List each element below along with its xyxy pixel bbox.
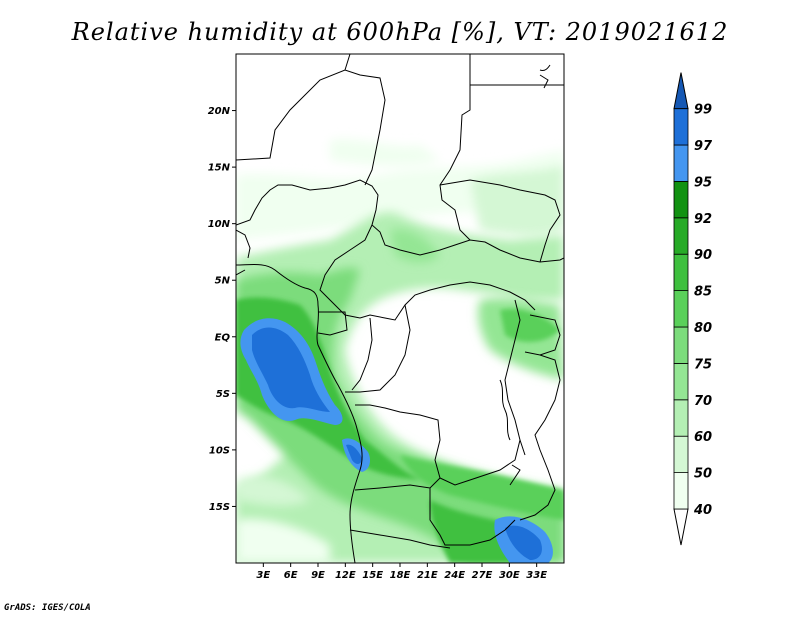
lat-label: 15N [208,163,231,174]
niger-border [236,69,386,186]
tanzania-border [519,354,561,521]
west-coast-fragment [236,229,251,276]
colorbar-box [673,217,689,255]
lon-label: 24E [444,570,465,581]
drc-west-border [345,304,411,393]
grads-credit: GrADS: IGES/COLA [4,603,91,613]
lon-label: 30E [499,570,520,581]
colorbar-box [673,472,689,510]
political-borders [236,54,564,563]
sudan-border [439,179,561,263]
lon-label: 9E [311,570,325,581]
lon-label: 12E [335,570,356,581]
lat-label: 5S [216,389,230,400]
colorbar-level-label: 97 [694,139,713,154]
colorbar-labels: 40 50 60 70 75 80 85 90 92 95 97 99 [693,103,713,518]
colorbar-level-label: 99 [694,103,712,118]
lon-label: 3E [256,570,270,581]
lat-label: EQ [215,332,231,343]
lon-label: 21E [417,570,438,581]
congo-border [351,317,373,391]
colorbar-box [673,253,689,291]
lat-label: 10N [208,219,231,230]
lon-label: 18E [390,570,411,581]
latitude-labels: 20N 15N 10N 5N EQ 5S 10S 15S [208,106,236,513]
drc-east-border [355,299,521,486]
namibia-border [349,529,451,549]
longitude-labels: 3E 6E 9E 12E 15E 18E 21E 24E 27E 30E 33E [256,563,547,581]
lat-label: 15S [209,502,230,513]
lake-tanganyika [509,439,526,486]
chad-libya-border [344,54,471,241]
lon-label: 15E [362,570,383,581]
lat-label: 20N [208,106,231,117]
colorbar-box [673,144,689,182]
lake-shoreline [499,379,511,441]
lat-label: 10S [209,445,230,456]
sahel-border [236,179,564,263]
colorbar-level-label: 80 [694,321,712,336]
map-title: Relative humidity at 600hPa [%], VT: 201… [71,18,729,46]
colorbar-level-label: 40 [693,503,712,518]
coast-fragment [539,64,551,89]
colorbar-box [673,435,689,474]
colorbar-level-label: 92 [694,212,712,227]
uganda-border [524,314,561,356]
angola-zambia-border [354,477,516,546]
colorbar-lower-triangle [673,508,689,546]
lon-label: 33E [526,570,547,581]
lon-label: 6E [284,570,298,581]
colorbar-boxes [673,72,689,546]
atlantic-coastline [236,263,363,563]
colorbar-box [673,326,689,364]
cameroon-car-border [319,224,536,321]
colorbar-level-label: 95 [694,175,712,190]
northern-light-humidity [236,138,564,240]
lon-label: 27E [472,570,493,581]
saturated-regions [240,318,553,563]
colorbar-level-label: 85 [694,285,712,300]
colorbar-level-label: 60 [694,430,712,445]
colorbar-level-label: 75 [694,357,712,372]
colorbar-box [673,180,689,219]
gabon-border [317,311,348,336]
lat-label: 5N [215,276,231,287]
colorbar-level-label: 90 [694,248,712,263]
humidity-field [236,138,564,563]
colorbar-level-label: 50 [694,467,712,482]
colorbar-box [673,399,689,437]
colorbar-upper-triangle [673,72,689,110]
colorbar-level-label: 70 [694,394,712,409]
colorbar-box [673,290,689,328]
colorbar-box [673,108,689,146]
colorbar-box [673,362,689,401]
